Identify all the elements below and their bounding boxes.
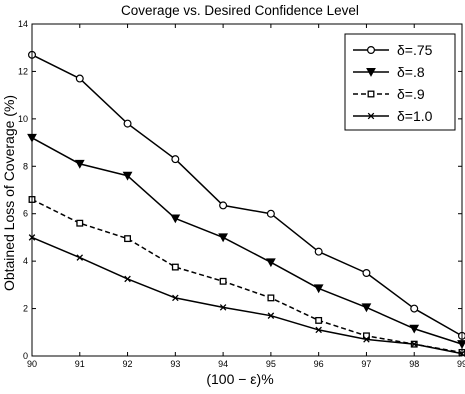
x-tick-label: 99 <box>457 359 465 369</box>
plot-frame <box>31 23 463 357</box>
data-point-marker <box>313 284 324 294</box>
data-point-marker <box>75 74 84 83</box>
data-point-marker <box>367 45 376 54</box>
series-2 <box>27 133 465 349</box>
x-axis-label: (100 − ε)% <box>206 371 273 387</box>
data-point-marker <box>172 294 179 302</box>
legend-item: δ=.8 <box>353 64 425 80</box>
data-point-marker <box>123 119 132 128</box>
data-point-marker <box>171 155 180 164</box>
y-tick-label: 4 <box>23 256 28 266</box>
data-point-marker <box>267 294 275 302</box>
data-point-marker <box>367 112 375 120</box>
data-point-marker <box>367 90 375 98</box>
data-point-marker <box>266 209 275 218</box>
legend-label: δ=.9 <box>397 86 425 102</box>
data-point-marker <box>76 254 84 261</box>
x-tick-label: 90 <box>27 359 37 369</box>
data-point-marker <box>76 219 84 227</box>
legend-label: δ=1.0 <box>397 108 433 124</box>
y-tick-label: 6 <box>23 209 28 219</box>
series-4 <box>28 234 465 357</box>
x-tick-label: 94 <box>218 359 228 369</box>
data-point-marker <box>124 235 132 243</box>
y-tick-label: 0 <box>23 351 28 361</box>
data-point-marker <box>267 312 275 319</box>
y-axis-label: Obtained Loss of Coverage (%) <box>1 95 17 291</box>
series-1 <box>28 50 465 340</box>
data-point-marker <box>366 68 376 77</box>
axes: 90 91 92 93 94 95 96 97 98 99 0 2 4 6 8 10 12 14 <box>18 19 465 369</box>
y-tick-label: 14 <box>18 19 28 29</box>
series-line <box>31 236 463 355</box>
data-point-marker <box>410 340 418 348</box>
data-point-marker <box>171 263 179 271</box>
x-tick-label: 91 <box>75 359 85 369</box>
y-tick-label: 12 <box>18 66 28 76</box>
x-tick-label: 96 <box>314 359 324 369</box>
series-line <box>31 198 463 354</box>
data-point-marker <box>219 201 228 210</box>
data-point-marker <box>124 275 131 283</box>
chart-title: Coverage vs. Desired Confidence Level <box>121 3 359 18</box>
data-point-marker <box>363 336 370 343</box>
series-3 <box>28 196 465 356</box>
data-point-marker <box>219 304 227 311</box>
data-point-marker <box>409 324 420 334</box>
series-line <box>31 137 463 345</box>
data-point-marker <box>315 316 323 324</box>
data-point-marker <box>74 159 85 169</box>
legend-label: δ=.75 <box>397 42 433 58</box>
data-point-marker <box>219 277 227 285</box>
series-line <box>31 54 463 337</box>
x-tick-label: 93 <box>170 359 180 369</box>
legend-item: δ=1.0 <box>353 108 433 124</box>
data-point-marker <box>266 258 276 268</box>
y-tick-label: 10 <box>18 114 28 124</box>
y-tick-label: 8 <box>23 161 28 171</box>
data-point-marker <box>170 214 181 224</box>
data-point-marker <box>218 233 228 243</box>
data-point-marker <box>361 303 372 313</box>
data-point-marker <box>314 247 323 256</box>
y-tick-label: 2 <box>23 304 28 314</box>
x-tick-label: 95 <box>266 359 276 369</box>
data-point-marker <box>122 171 133 181</box>
legend-item: δ=.75 <box>353 42 433 58</box>
data-point-marker <box>410 304 419 313</box>
data-point-marker <box>457 340 465 349</box>
plot-area <box>27 50 465 357</box>
legend-item: δ=.9 <box>353 86 425 102</box>
data-point-marker <box>362 269 371 278</box>
data-point-marker <box>315 326 322 334</box>
x-tick-label: 98 <box>409 359 419 369</box>
legend-label: δ=.8 <box>397 64 425 80</box>
legend: δ=.75 δ=.8 δ=.9 δ=1.0 <box>344 33 456 131</box>
x-tick-label: 92 <box>123 359 133 369</box>
x-tick-label: 97 <box>361 359 371 369</box>
